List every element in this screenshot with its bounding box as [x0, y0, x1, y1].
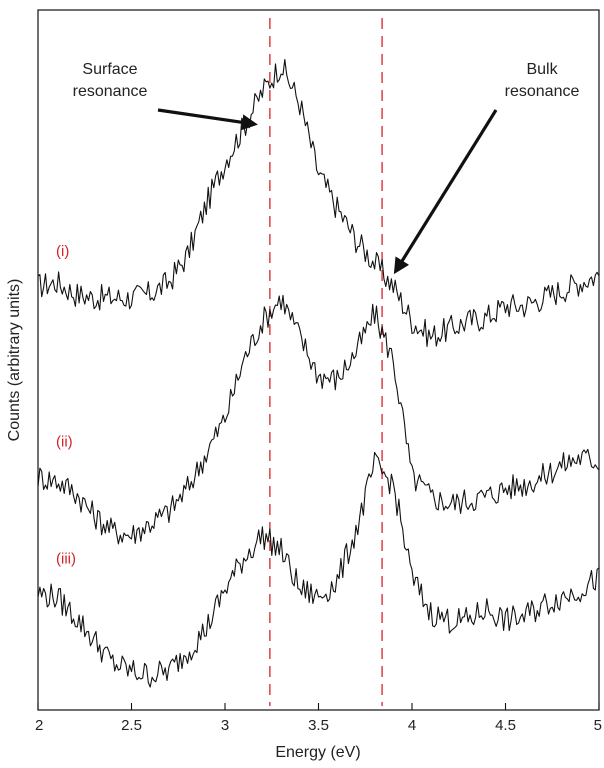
x-tick-label: 3.5: [308, 717, 329, 734]
spectra-traces: [37, 58, 600, 688]
x-tick-label: 4.5: [495, 717, 516, 734]
x-axis-ticks: 2 2.5 3 3.5 4 4.5 5: [35, 703, 602, 734]
trace-label-2: (ii): [56, 434, 73, 451]
annotation-surface-resonance: Surface resonance: [73, 61, 148, 100]
annotations: Surface resonance Bulk resonance: [73, 61, 580, 275]
x-tick-label: 3: [221, 717, 229, 734]
trace-label-3: (iii): [56, 550, 76, 567]
x-axis-label: Energy (eV): [275, 744, 360, 761]
y-axis-label: Counts (arbitrary units): [6, 279, 23, 442]
x-tick-label: 5: [594, 717, 602, 734]
x-tick-label: 4: [408, 717, 416, 734]
annotation-bulk-arrow: [393, 109, 498, 275]
annotation-surface-arrow: [157, 108, 258, 131]
trace-3: [37, 451, 600, 688]
annotation-bulk-resonance: Bulk resonance: [505, 61, 580, 100]
x-tick-label: 2.5: [121, 717, 142, 734]
reference-lines: [269, 18, 383, 706]
trace-labels: (i) (ii) (iii): [56, 243, 76, 567]
trace-2: [37, 294, 600, 545]
plot-frame: [37, 9, 600, 711]
trace-1: [37, 58, 600, 348]
trace-label-1: (i): [56, 243, 69, 260]
x-tick-label: 2: [35, 717, 43, 734]
